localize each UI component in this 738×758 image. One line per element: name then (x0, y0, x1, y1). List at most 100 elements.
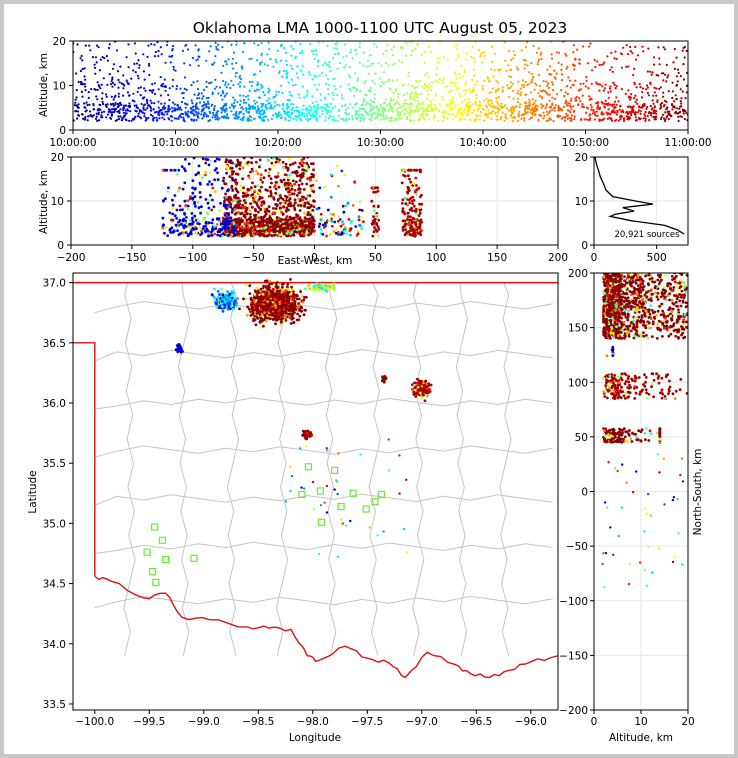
east-west-point (270, 234, 274, 238)
time-height-point (217, 48, 220, 51)
time-height-point (213, 105, 216, 108)
time-height-point (105, 93, 108, 96)
east-west-point (207, 198, 211, 202)
time-height-point (663, 99, 667, 102)
time-height-point (567, 76, 570, 79)
time-height-point (588, 118, 592, 121)
east-west-point (403, 224, 407, 228)
time-height-point (420, 92, 423, 95)
time-height-point (313, 74, 316, 78)
east-west-point (293, 206, 296, 210)
time-height-point (560, 78, 564, 82)
time-height-point (270, 104, 273, 107)
time-height-point (260, 102, 263, 105)
time-height-point (144, 89, 147, 92)
east-west-point (272, 233, 276, 237)
time-height-point (194, 110, 198, 114)
time-height-point (182, 116, 185, 119)
time-height-point (149, 109, 152, 112)
time-height-point (207, 106, 210, 109)
time-height-point (190, 84, 193, 87)
time-height-point (675, 56, 678, 59)
east-west-point (287, 186, 290, 190)
east-west-point (169, 227, 172, 231)
time-height-point (467, 97, 470, 100)
time-height-point (329, 115, 332, 118)
east-west-point (268, 218, 272, 222)
time-height-point (251, 80, 254, 83)
time-height-point (492, 105, 495, 108)
time-height-point (482, 108, 485, 111)
time-height-point (671, 104, 674, 107)
time-height-point (415, 104, 418, 107)
time-height-point (664, 111, 667, 114)
time-height-point (312, 112, 315, 115)
time-height-point (570, 114, 574, 117)
time-height-point (336, 67, 339, 70)
east-west-point (418, 211, 422, 215)
time-height-point (495, 100, 498, 103)
time-height-point (449, 107, 452, 110)
time-height-point (655, 94, 658, 97)
time-height-point (336, 94, 339, 97)
east-west-point (227, 188, 230, 192)
time-height-point (524, 93, 527, 96)
time-height-point (609, 112, 612, 115)
time-height-point (324, 61, 327, 64)
time-height-point (369, 98, 372, 102)
east-west-point (415, 193, 419, 197)
time-height-point (74, 110, 77, 113)
time-height-point (257, 44, 260, 47)
time-height-point (356, 79, 359, 82)
time-height-point (290, 108, 293, 111)
plan-point (222, 295, 225, 299)
time-height-point (261, 85, 264, 88)
time-height-point (353, 86, 356, 89)
time-height-point (298, 117, 301, 120)
time-height-point (93, 66, 97, 69)
east-west-point (263, 207, 267, 211)
time-height-point (214, 118, 217, 121)
time-height-point (537, 74, 541, 77)
east-west-point (175, 216, 179, 220)
time-height-point (172, 65, 175, 69)
time-height-point (118, 81, 121, 84)
time-height-point (538, 94, 542, 98)
plan-point (228, 303, 232, 306)
time-height-point (353, 72, 357, 75)
time-height-point (272, 107, 275, 110)
time-height-point (382, 71, 385, 74)
time-height-point (429, 50, 432, 53)
time-height-point (442, 77, 445, 80)
east-west-point (263, 219, 267, 223)
time-height-point (410, 91, 413, 94)
time-height-point (101, 56, 104, 59)
time-height-point (491, 60, 494, 64)
time-height-point (348, 112, 351, 115)
time-height-point (641, 106, 644, 109)
time-height-point (245, 109, 248, 112)
time-height-point (588, 98, 591, 101)
time-height-point (644, 117, 647, 120)
east-west-point (231, 172, 235, 176)
time-height-point (351, 86, 354, 89)
time-height-point (493, 68, 496, 72)
time-height-point (614, 111, 617, 114)
time-height-point (227, 83, 230, 86)
time-height-point (519, 103, 522, 106)
time-height-point (112, 98, 115, 101)
time-height-point (546, 84, 549, 87)
time-height-point (621, 109, 624, 112)
east-west-point (299, 219, 302, 223)
time-height-point (630, 112, 633, 115)
time-height-point (96, 88, 99, 91)
east-west-point (182, 226, 186, 230)
time-height-point (146, 102, 149, 105)
time-height-point (87, 91, 90, 94)
east-west-point (274, 202, 278, 206)
time-height-point (95, 44, 99, 47)
time-height-point (178, 114, 182, 117)
time-height-point (679, 88, 682, 91)
time-height-point (197, 64, 200, 67)
time-height-point (183, 102, 187, 105)
